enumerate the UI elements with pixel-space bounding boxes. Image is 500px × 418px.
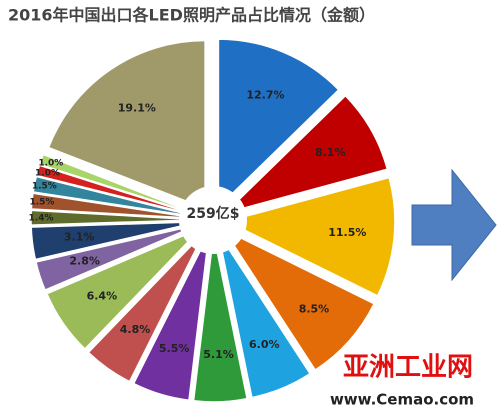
slice <box>217 232 312 399</box>
data-label: 1.4% <box>29 213 54 223</box>
slice <box>47 39 206 210</box>
center-hole <box>179 186 247 254</box>
slice <box>30 209 200 226</box>
slice <box>222 94 389 215</box>
data-label: 6.0% <box>249 338 280 351</box>
data-label: 5.1% <box>203 348 234 361</box>
slice <box>35 164 200 217</box>
data-label: 5.5% <box>159 342 190 355</box>
slice <box>30 221 200 261</box>
slice <box>38 153 201 217</box>
center-label: 259亿$ <box>187 205 240 222</box>
data-label: 1.5% <box>32 182 57 192</box>
arrow <box>411 168 497 282</box>
data-label: 2.8% <box>69 255 100 268</box>
data-label: 8.5% <box>299 303 330 316</box>
slice <box>87 230 206 383</box>
data-label: 1.0% <box>35 169 60 179</box>
data-label: 8.1% <box>315 146 346 159</box>
data-label: 11.5% <box>328 226 366 239</box>
slice <box>221 227 376 372</box>
slice <box>30 192 200 220</box>
slice <box>45 227 203 351</box>
slice <box>192 233 249 403</box>
data-label: 12.7% <box>246 89 284 102</box>
data-label: 6.4% <box>87 290 118 303</box>
data-label: 3.1% <box>64 230 95 243</box>
slice <box>35 223 200 292</box>
data-label: 1.0% <box>38 158 63 168</box>
data-label: 1.5% <box>29 198 54 208</box>
data-label: 4.8% <box>120 323 151 336</box>
chart-title: 2016年中国出口各LED照明产品占比情况（金额） <box>8 6 375 25</box>
slice <box>224 176 396 297</box>
watermark-url: www.Cemao.com <box>330 391 474 409</box>
slice <box>217 38 340 209</box>
pie: 12.7% 8.1% 11.5% 8.5% 6.0% 5.1% 5.5% 4.8% 6.4% 2.… <box>29 38 396 403</box>
slice <box>32 175 200 218</box>
watermark: 亚洲工业网 <box>343 353 473 383</box>
data-label: 19.1% <box>118 102 156 115</box>
slice <box>132 233 210 402</box>
